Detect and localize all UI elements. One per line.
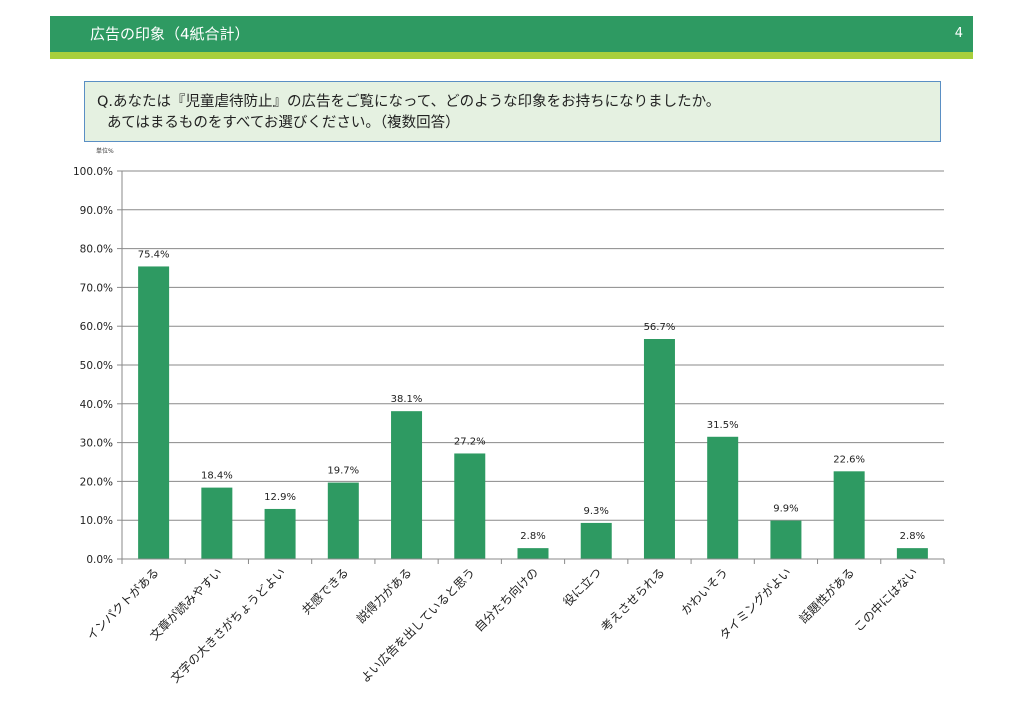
bar [517, 548, 549, 559]
y-tick-label: 50.0% [80, 360, 113, 372]
y-tick-label: 90.0% [80, 205, 113, 217]
page-number: 4 [954, 26, 963, 41]
category-label: かわいそう [678, 565, 730, 617]
data-label: 19.7% [327, 466, 359, 477]
y-tick-label: 30.0% [80, 438, 113, 450]
question-line-2: あてはまるものをすべてお選びください。（複数回答） [107, 115, 460, 131]
data-label: 2.8% [520, 531, 545, 542]
data-label: 38.1% [391, 394, 423, 405]
y-tick-label: 20.0% [80, 476, 113, 488]
category-label: 文字の大きさがちょうどよい [167, 565, 288, 686]
bar [327, 482, 359, 559]
header-accent-line [50, 52, 973, 59]
bar [201, 487, 233, 559]
data-label: 12.9% [264, 492, 296, 503]
slide-header: 広告の印象（4紙合計） 4 [50, 16, 973, 52]
unit-label: 単位% [96, 148, 114, 155]
y-tick-label: 80.0% [80, 244, 113, 256]
data-label: 56.7% [644, 322, 676, 333]
data-label: 9.9% [773, 504, 798, 515]
category-label: 役に立つ [560, 565, 605, 610]
bar [580, 522, 612, 559]
data-label: 9.3% [584, 506, 609, 517]
data-label: 18.4% [201, 471, 233, 482]
slide-title: 広告の印象（4紙合計） [90, 25, 250, 43]
category-label: よい広告を出していると思う [358, 565, 478, 685]
y-tick-label: 70.0% [80, 282, 113, 294]
data-label: 2.8% [900, 531, 925, 542]
question-line-1: Q.あなたは『児童虐待防止』の広告をご覧になって、どのような印象をお持ちになりま… [97, 94, 721, 110]
y-tick-label: 10.0% [80, 515, 113, 527]
y-tick-label: 60.0% [80, 321, 113, 333]
bar [770, 520, 802, 559]
data-label: 75.4% [138, 249, 170, 260]
data-label: 27.2% [454, 436, 486, 447]
bar [833, 471, 865, 559]
bar [138, 266, 170, 559]
category-label: 共感できる [299, 565, 352, 618]
category-label: 考えさせられる [598, 565, 667, 634]
bar [264, 508, 296, 559]
y-tick-label: 100.0% [73, 166, 113, 178]
y-tick-label: 0.0% [86, 554, 113, 566]
category-label: 話題性がある [796, 565, 858, 627]
bar [896, 548, 928, 559]
y-tick-label: 40.0% [80, 399, 113, 411]
bar [707, 436, 739, 559]
question-box: Q.あなたは『児童虐待防止』の広告をご覧になって、どのような印象をお持ちになりま… [84, 81, 941, 142]
data-label: 31.5% [707, 420, 739, 431]
bar [391, 411, 423, 559]
category-label: この中にはない [850, 565, 920, 635]
category-label: 説得力がある [353, 565, 415, 627]
data-label: 22.6% [833, 454, 865, 465]
category-label: 自分たち向けの [471, 565, 541, 635]
bar [643, 339, 675, 559]
bar [454, 453, 486, 559]
